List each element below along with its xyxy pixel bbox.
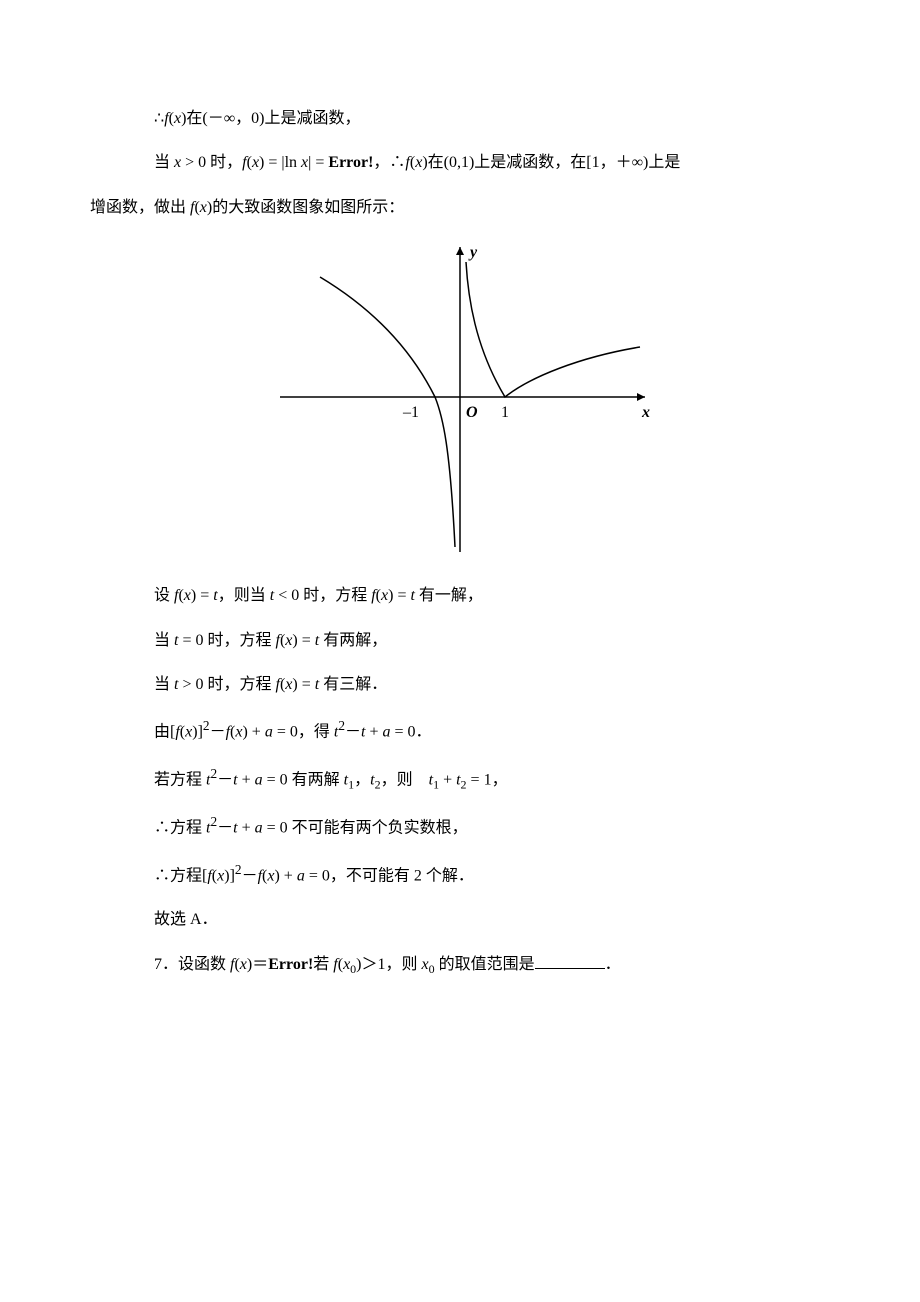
- text-line-5: 当 t = 0 时，方程 f(x) = t 有两解，: [90, 622, 830, 660]
- text-line-12: 7．设函数 f(x)＝Error!若 f(x0)＞1，则 x0 的取值范围是．: [90, 946, 830, 984]
- var-x: x: [252, 154, 259, 171]
- text: 的取值范围是: [435, 956, 535, 973]
- text: 当: [154, 632, 174, 649]
- text: < 0 时，方程: [274, 587, 371, 604]
- var-a: a: [255, 771, 263, 788]
- text-line-6: 当 t > 0 时，方程 f(x) = t 有三解．: [90, 666, 830, 704]
- svg-text:1: 1: [501, 404, 509, 421]
- text: +: [365, 724, 382, 741]
- text: )在(－∞，0)上是减函数，: [181, 110, 360, 127]
- text: －: [242, 867, 258, 884]
- sup: 2: [235, 862, 242, 877]
- text: ，∴: [373, 154, 405, 171]
- text: ，: [354, 771, 370, 788]
- text: 由[: [154, 724, 175, 741]
- text-line-4: 设 f(x) = t，则当 t < 0 时，方程 f(x) = t 有一解，: [90, 577, 830, 615]
- text-line-7: 由[f(x)]2－f(x) + a = 0，得 t2－t + a = 0．: [90, 710, 830, 752]
- text: ) =: [292, 676, 314, 693]
- var-x: x: [240, 956, 247, 973]
- text: 若方程: [154, 771, 206, 788]
- sup: 2: [338, 718, 345, 733]
- text: ，则: [381, 771, 429, 788]
- text: = 0 时，方程: [178, 632, 275, 649]
- text: 若: [313, 956, 333, 973]
- text: = 0 有两解: [263, 771, 344, 788]
- text-line-1: ∴f(x)在(－∞，0)上是减函数，: [90, 100, 830, 138]
- text: ) =: [388, 587, 410, 604]
- text: +: [238, 771, 255, 788]
- text: = 0．: [390, 724, 431, 741]
- text: 7．设函数: [154, 956, 230, 973]
- text-line-11: 故选 A．: [90, 901, 830, 939]
- text: 有三解．: [319, 676, 387, 693]
- text: )＝: [247, 956, 268, 973]
- text: ，则当: [218, 587, 270, 604]
- error-text: Error!: [268, 956, 313, 973]
- text: －: [210, 724, 226, 741]
- text: = 0，得: [273, 724, 334, 741]
- text-line-10: ∴方程[f(x)]2－f(x) + a = 0，不可能有 2 个解．: [90, 854, 830, 896]
- text: －: [217, 819, 233, 836]
- text: 故选 A．: [154, 911, 218, 928]
- function-graph: y x O –1 1: [90, 237, 830, 557]
- text: ) =: [191, 587, 213, 604]
- text: = 0 不可能有两个负实数根，: [263, 819, 468, 836]
- svg-text:O: O: [466, 404, 478, 421]
- var-a: a: [265, 724, 273, 741]
- text-line-8: 若方程 t2－t + a = 0 有两解 t1，t2，则 t1 + t2 = 1…: [90, 758, 830, 800]
- text-line-3: 增函数，做出 f(x)的大致函数图象如图所示：: [90, 189, 830, 227]
- var-x: x: [200, 199, 207, 216]
- text: 设: [154, 587, 174, 604]
- var-a: a: [297, 867, 305, 884]
- text: 有一解，: [415, 587, 483, 604]
- text: 当: [154, 676, 174, 693]
- text: = 0，不可能有 2 个解．: [305, 867, 474, 884]
- sup: 2: [203, 718, 210, 733]
- text: > 0 时，方程: [178, 676, 275, 693]
- text: 增函数，做出: [90, 199, 190, 216]
- var-x: x: [184, 587, 191, 604]
- var-x: x: [422, 956, 429, 973]
- text: )]: [192, 724, 203, 741]
- text: ) +: [274, 867, 296, 884]
- text: )]: [224, 867, 235, 884]
- text: ∴: [154, 110, 164, 127]
- text: = 1，: [467, 771, 508, 788]
- text: 有两解，: [319, 632, 387, 649]
- text: ) = |ln: [259, 154, 301, 171]
- text: > 0 时，: [181, 154, 242, 171]
- text: 当: [154, 154, 174, 171]
- text: +: [238, 819, 255, 836]
- text: | =: [308, 154, 328, 171]
- text: )的大致函数图象如图所示：: [207, 199, 404, 216]
- text: )在(0,1)上是减函数，在[1，＋∞)上是: [422, 154, 680, 171]
- text: ．: [605, 956, 621, 973]
- text: ) +: [242, 724, 264, 741]
- text: ∴方程[: [154, 867, 207, 884]
- var-x: x: [174, 110, 181, 127]
- text: ∴方程: [154, 819, 206, 836]
- fill-blank: [535, 953, 605, 969]
- text-line-9: ∴方程 t2－t + a = 0 不可能有两个负实数根，: [90, 806, 830, 848]
- text: －: [345, 724, 361, 741]
- text: )＞1，则: [356, 956, 421, 973]
- text: ) =: [292, 632, 314, 649]
- error-text: Error!: [328, 154, 373, 171]
- svg-text:–1: –1: [402, 404, 419, 421]
- var-a: a: [255, 819, 263, 836]
- text: －: [217, 771, 233, 788]
- graph-svg: y x O –1 1: [260, 237, 660, 557]
- svg-text:x: x: [641, 404, 650, 421]
- text: +: [439, 771, 456, 788]
- text-line-2: 当 x > 0 时，f(x) = |ln x| = Error!，∴f(x)在(…: [90, 144, 830, 182]
- svg-text:y: y: [468, 244, 478, 261]
